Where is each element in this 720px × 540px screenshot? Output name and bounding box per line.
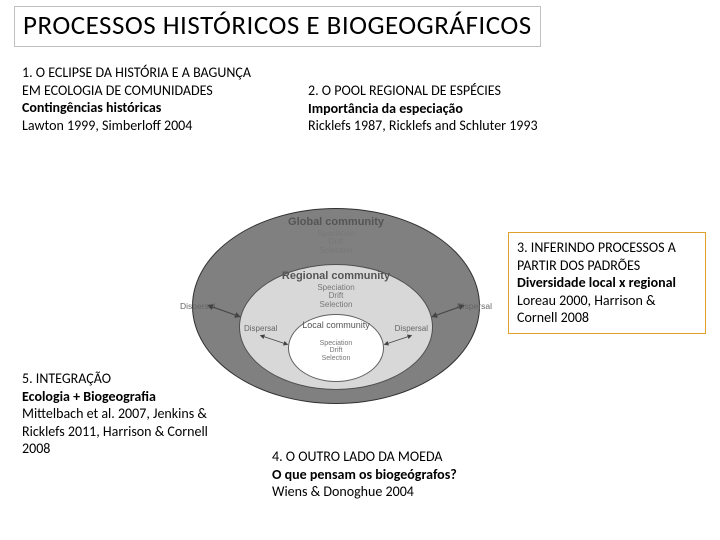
- block-1: 1. O ECLIPSE DA HISTÓRIA E A BAGUNÇA EM …: [22, 64, 252, 134]
- block-1-refs: Lawton 1999, Simberloff 2004: [22, 117, 252, 135]
- block-5: 5. INTEGRAÇÃO Ecologia + Biogeografia Mi…: [22, 370, 212, 458]
- block-4-refs: Wiens & Donoghue 2004: [272, 483, 552, 501]
- block-2: 2. O POOL REGIONAL DE ESPÉCIES Importânc…: [308, 82, 618, 135]
- block-3-sub: Diversidade local x regional: [517, 274, 697, 292]
- title-box: PROCESSOS HISTÓRICOS E BIOGEOGRÁFICOS: [14, 6, 541, 47]
- block-4-sub: O que pensam os biogeógrafos?: [272, 466, 552, 484]
- block-5-refs: Mittelbach et al. 2007, Jenkins & Rickle…: [22, 405, 212, 458]
- block-4-heading: 4. O OUTRO LADO DA MOEDA: [272, 448, 552, 466]
- block-5-sub: Ecologia + Biogeografia: [22, 388, 212, 406]
- block-3-refs: Loreau 2000, Harrison & Cornell 2008: [517, 292, 697, 327]
- block-2-refs: Ricklefs 1987, Ricklefs and Schluter 199…: [308, 117, 618, 135]
- block-3: 3. INFERINDO PROCESSOS A PARTIR DOS PADR…: [508, 232, 706, 334]
- block-4: 4. O OUTRO LADO DA MOEDA O que pensam os…: [272, 448, 552, 501]
- block-2-sub: Importância da especiação: [308, 100, 618, 118]
- block-3-heading: 3. INFERINDO PROCESSOS A PARTIR DOS PADR…: [517, 239, 697, 274]
- arrows-svg: [192, 196, 480, 416]
- block-1-heading: 1. O ECLIPSE DA HISTÓRIA E A BAGUNÇA EM …: [22, 64, 252, 99]
- block-1-sub: Contingências históricas: [22, 99, 252, 117]
- community-diagram: Global community Speciation Drift Select…: [192, 196, 480, 416]
- block-5-heading: 5. INTEGRAÇÃO: [22, 370, 212, 388]
- page-title: PROCESSOS HISTÓRICOS E BIOGEOGRÁFICOS: [23, 9, 532, 42]
- block-2-heading: 2. O POOL REGIONAL DE ESPÉCIES: [308, 82, 618, 100]
